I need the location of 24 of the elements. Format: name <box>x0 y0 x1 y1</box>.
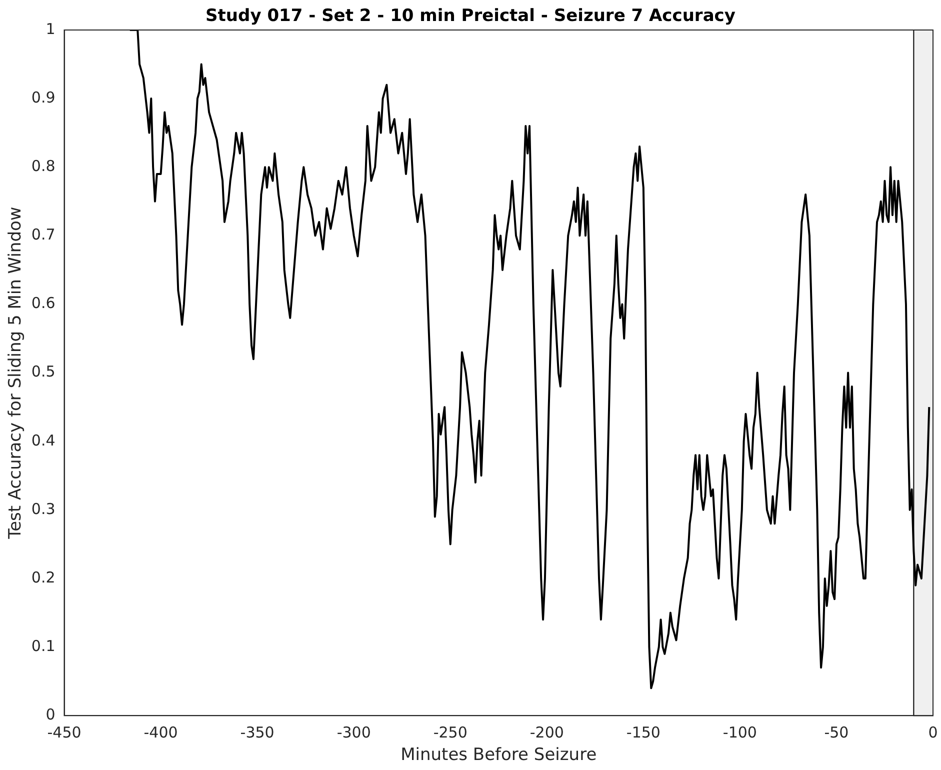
x-tick-label: 0 <box>928 723 938 742</box>
chart-title: Study 017 - Set 2 - 10 min Preictal - Seizure 7 Accuracy <box>206 6 736 26</box>
y-tick-label: 0.4 <box>31 431 56 450</box>
x-tick-label: -300 <box>336 723 371 742</box>
y-tick-label: 0.6 <box>31 294 56 312</box>
y-tick-label: 0.3 <box>31 500 56 518</box>
x-tick-label: -400 <box>144 723 178 742</box>
x-tick-label: -250 <box>433 723 468 742</box>
y-tick-label: 0.7 <box>31 226 56 244</box>
x-tick-label: -50 <box>824 723 849 742</box>
y-tick-label: 0 <box>46 705 56 724</box>
x-tick-label: -100 <box>722 723 757 742</box>
y-axis-title: Test Accuracy for Sliding 5 Min Window <box>6 206 26 540</box>
y-tick-label: 0.9 <box>31 88 56 106</box>
y-tick-label: 0.8 <box>31 157 56 176</box>
x-tick-label: -350 <box>240 723 274 742</box>
x-tick-label: -150 <box>626 723 660 742</box>
x-tick-label: -450 <box>47 723 82 742</box>
y-tick-label: 1 <box>46 20 56 38</box>
x-axis-title: Minutes Before Seizure <box>400 745 597 766</box>
y-tick-label: 0.5 <box>31 362 56 381</box>
x-tick-label: -200 <box>530 723 564 742</box>
y-tick-label: 0.2 <box>31 568 56 586</box>
y-tick-label: 0.1 <box>31 636 56 655</box>
